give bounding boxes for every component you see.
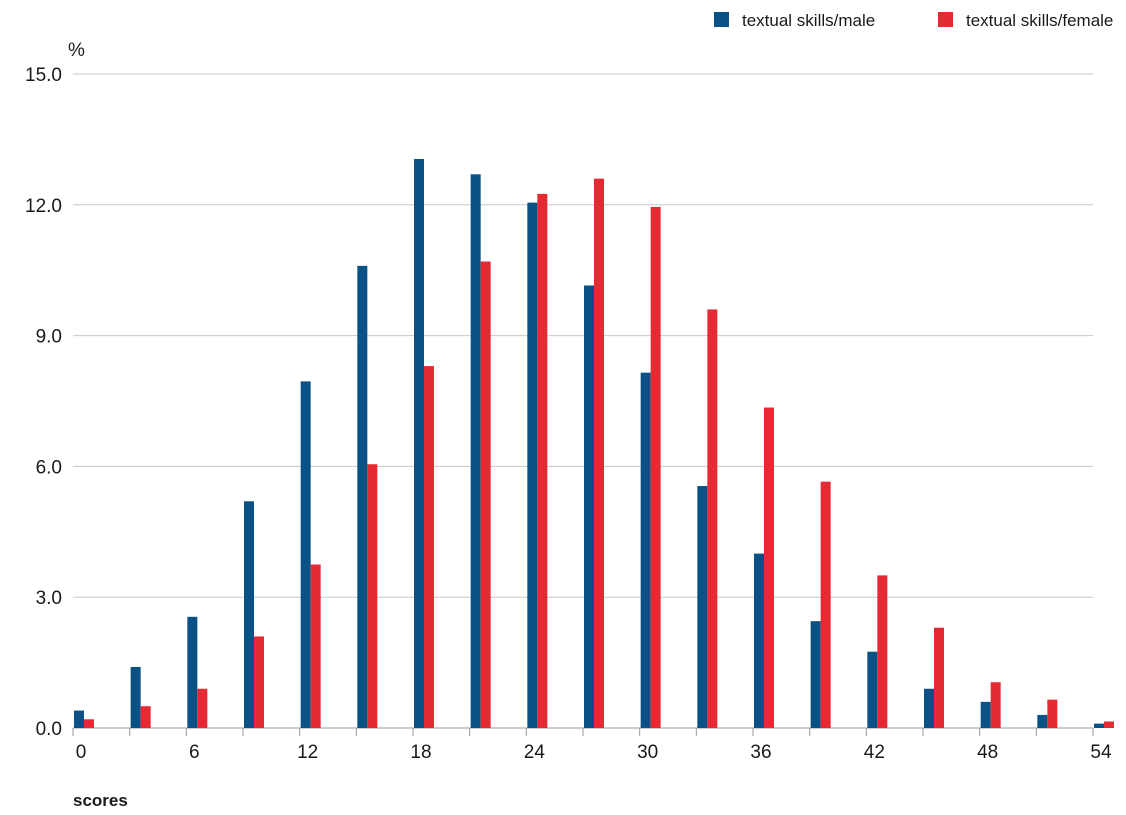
x-tick-label: 42: [864, 742, 885, 763]
bar-female: [480, 261, 491, 728]
bar-female: [310, 564, 321, 728]
y-tick-label: 15.0: [25, 65, 62, 86]
x-tick-label: 24: [524, 742, 546, 763]
y-tick-label: 12.0: [25, 196, 62, 217]
bar-male: [300, 381, 311, 728]
x-axis-title: scores: [73, 791, 128, 810]
y-tick-label: 9.0: [36, 327, 62, 348]
bar-female: [820, 481, 831, 728]
bar-male: [1094, 723, 1104, 728]
bar-female: [1104, 721, 1114, 728]
bars: [74, 159, 1114, 729]
x-tick-label: 48: [977, 742, 998, 763]
bar-female: [707, 309, 718, 728]
y-axis-unit-label: %: [68, 40, 85, 61]
legend-label-male: textual skills/male: [742, 11, 875, 30]
y-tick-label: 0.0: [36, 719, 62, 740]
y-tick-label: 3.0: [36, 588, 62, 609]
bar-male: [867, 651, 878, 728]
bar-female: [594, 178, 604, 728]
bar-male: [470, 174, 481, 728]
bar-female: [1047, 699, 1058, 728]
x-tick-label: 0: [76, 742, 87, 763]
bar-male: [584, 285, 594, 728]
bar-female: [877, 575, 888, 728]
bar-female: [197, 688, 208, 728]
axes: 0.0 3.0 6.0 9.0 12.0 15.0 0 6 12 18 24 30 36 42 48 54: [25, 65, 1112, 763]
bar-female: [424, 366, 434, 728]
bar-female: [650, 206, 661, 729]
x-tick-label: 30: [637, 742, 658, 763]
legend-swatch-male: [714, 12, 729, 27]
bar-female: [990, 682, 1001, 728]
legend-label-female: textual skills/female: [966, 11, 1113, 30]
bar-male: [640, 372, 651, 728]
bar-male: [754, 553, 764, 728]
bar-male: [697, 486, 708, 728]
bar-male: [74, 710, 84, 728]
bar-male: [1037, 714, 1048, 728]
legend-swatch-female: [938, 12, 953, 27]
bar-male: [414, 159, 424, 728]
bar-male: [527, 202, 538, 728]
bar-female: [84, 719, 94, 728]
x-tick-label: 54: [1090, 742, 1112, 763]
bar-male: [130, 666, 141, 728]
x-tick-label: 18: [410, 742, 431, 763]
bar-male: [187, 616, 198, 728]
bar-female: [934, 627, 944, 728]
bar-male: [244, 501, 254, 728]
bar-female: [537, 193, 548, 728]
y-tick-label: 6.0: [36, 457, 62, 478]
bar-female: [764, 407, 774, 728]
bar-male: [924, 688, 934, 728]
bar-female: [254, 636, 264, 728]
bar-male: [980, 701, 991, 728]
x-tick-label: 6: [189, 742, 200, 763]
legend: textual skills/male textual skills/female: [714, 11, 1113, 30]
x-tick-label: 36: [750, 742, 771, 763]
x-tick-label: 12: [297, 742, 318, 763]
bar-male: [810, 621, 821, 728]
bar-female: [140, 706, 151, 728]
bar-male: [357, 265, 368, 728]
bar-female: [367, 464, 378, 728]
